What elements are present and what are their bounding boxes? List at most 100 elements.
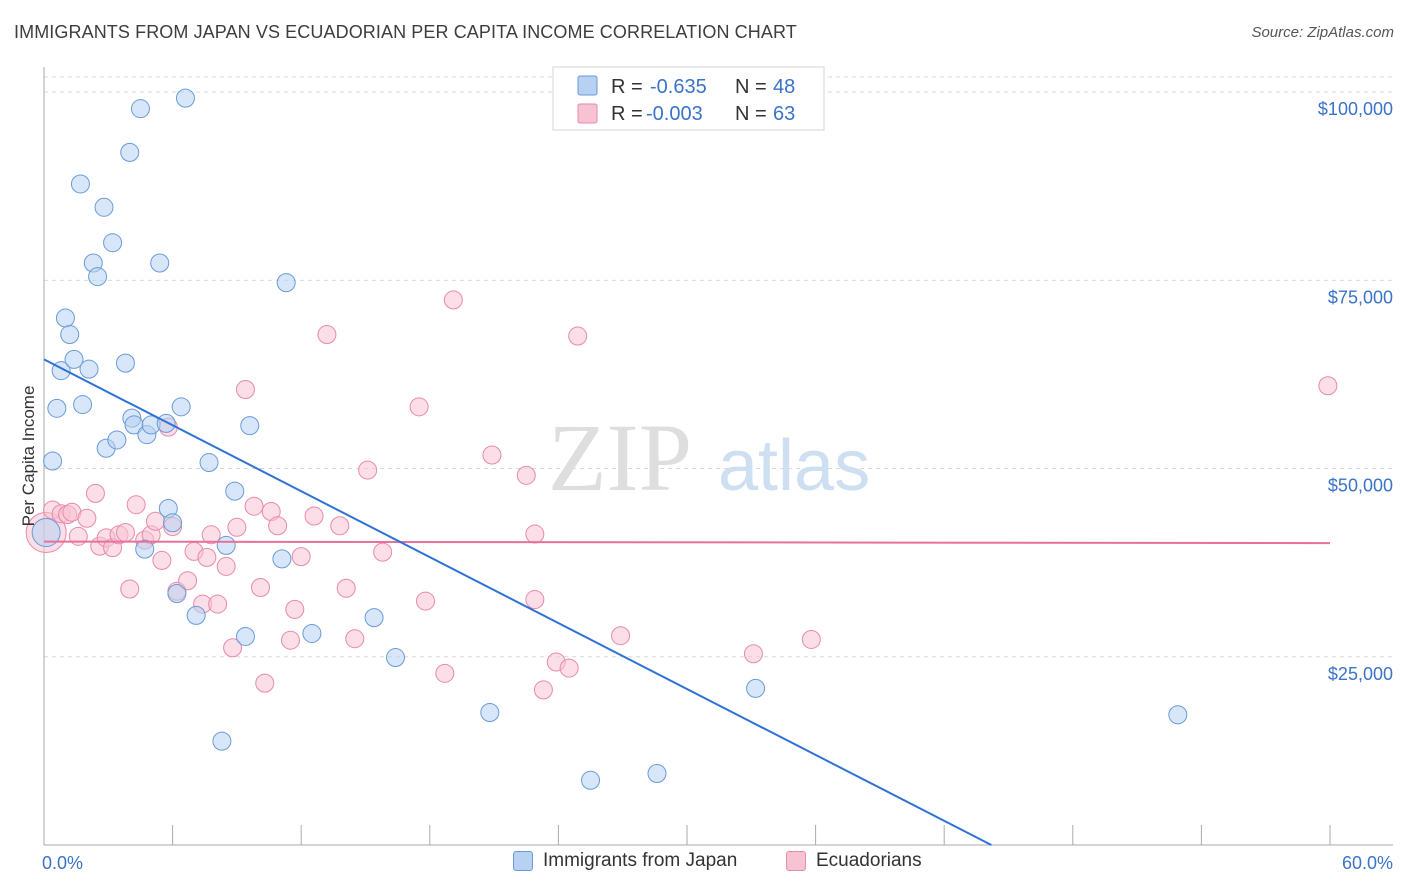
y-axis-title: Per Capita Income <box>19 386 38 527</box>
ecuadorians-point <box>197 547 217 567</box>
ecuadorians-point <box>611 626 631 646</box>
japan-point <box>276 273 296 293</box>
ecuadorians-point <box>525 524 545 544</box>
y-tick-label: $50,000 <box>1328 476 1393 496</box>
ecuadorians-trend-line <box>43 540 1331 545</box>
ecuadorians-point <box>409 397 429 417</box>
bottom-legend: Immigrants from Japan Ecuadorians <box>0 850 1406 878</box>
source-label: Source: ZipAtlas.com <box>1251 24 1394 41</box>
ecuadorians-point <box>244 496 264 516</box>
japan-point <box>216 535 236 555</box>
ecuadorians-point <box>1318 376 1338 396</box>
japan-point <box>581 770 601 790</box>
legend-n-label-2: N = <box>735 103 767 125</box>
japan-point <box>163 513 183 533</box>
ecuadorians-point <box>120 579 140 599</box>
legend-r-value-1: -0.635 <box>650 76 707 98</box>
japan-point <box>47 398 67 418</box>
legend: R = -0.635 N = 48 R = -0.003 N = 63 <box>552 66 825 131</box>
legend-n-label-1: N = <box>735 76 767 98</box>
japan-point <box>150 253 170 273</box>
japan-point <box>171 397 191 417</box>
japan-point <box>156 413 176 433</box>
ecuadorians-point <box>568 326 588 346</box>
legend-swatch-japan <box>577 75 598 96</box>
japan-point <box>43 451 63 471</box>
series-ecuadorians <box>25 290 1338 700</box>
ecuadorians-point <box>336 578 356 598</box>
japan-point <box>120 142 140 162</box>
japan-point <box>235 626 255 646</box>
ecuadorians-point <box>178 571 198 591</box>
ecuadorians-point <box>216 556 236 576</box>
japan-point <box>199 453 219 473</box>
ecuadorians-point <box>291 547 311 567</box>
ecuadorians-point <box>416 591 436 611</box>
japan-point <box>1168 705 1188 725</box>
y-tick-label: $25,000 <box>1328 664 1393 684</box>
japan-point <box>272 549 292 569</box>
chart-title: IMMIGRANTS FROM JAPAN VS ECUADORIAN PER … <box>14 22 797 42</box>
japan-point <box>130 99 150 119</box>
ecuadorians-point <box>227 517 247 537</box>
ecuadorians-point <box>115 523 135 543</box>
japan-point <box>746 678 766 698</box>
watermark-atlas: atlas <box>718 426 870 506</box>
japan-point <box>103 233 123 253</box>
ecuadorians-point <box>533 680 553 700</box>
ecuadorians-point <box>443 290 463 310</box>
japan-point <box>240 416 260 436</box>
bottom-legend-japan: Immigrants from Japan <box>513 850 737 872</box>
japan-point <box>647 763 667 783</box>
ecuadorians-point <box>482 445 502 465</box>
trend-lines <box>43 358 1331 846</box>
ecuadorians-point <box>235 380 255 400</box>
japan-point <box>70 174 90 194</box>
legend-r-label-2: R = <box>611 103 643 125</box>
japan-point <box>88 267 108 287</box>
bottom-legend-swatch-ecuadorians <box>786 851 806 871</box>
ecuadorians-point <box>373 542 393 562</box>
y-tick-label: $75,000 <box>1328 287 1393 307</box>
japan-point <box>64 349 84 369</box>
japan-trend-line <box>43 358 992 846</box>
watermark-zip: ZIP <box>548 404 692 511</box>
ecuadorians-point <box>255 673 275 693</box>
ecuadorians-point <box>559 658 579 678</box>
y-tick-labels: $25,000 $50,000 $75,000 $100,000 <box>1318 99 1393 684</box>
japan-point <box>94 197 114 217</box>
ecuadorians-point <box>801 629 821 649</box>
ecuadorians-point <box>285 599 305 619</box>
ecuadorians-point <box>250 578 270 598</box>
x-tick-label-min: 0.0% <box>42 853 83 873</box>
japan-point <box>55 308 75 328</box>
japan-point <box>167 584 187 604</box>
legend-swatch-ecuadorians <box>577 103 598 124</box>
ecuadorians-point <box>304 506 324 526</box>
japan-point <box>135 539 155 559</box>
legend-n-value-2: 63 <box>773 103 795 125</box>
ecuadorians-point <box>85 483 105 503</box>
ecuadorians-point <box>223 638 243 658</box>
y-tick-label: $100,000 <box>1318 99 1393 119</box>
bottom-legend-label-japan: Immigrants from Japan <box>543 850 738 871</box>
ecuadorians-point <box>201 525 221 545</box>
japan-point <box>31 518 61 548</box>
japan-point <box>107 430 127 450</box>
japan-point <box>386 648 406 668</box>
grid <box>44 76 1394 658</box>
ecuadorians-point <box>330 516 350 536</box>
legend-r-value-2: -0.003 <box>646 103 703 125</box>
japan-point <box>302 623 322 643</box>
japan-point <box>73 395 93 415</box>
ecuadorians-point <box>345 629 365 649</box>
ecuadorians-point <box>743 644 763 664</box>
axes <box>43 67 1393 846</box>
japan-point <box>175 88 195 108</box>
ecuadorians-point <box>317 325 337 345</box>
ecuadorians-point <box>525 590 545 610</box>
japan-point <box>364 608 384 628</box>
japan-point <box>60 325 80 345</box>
bottom-legend-swatch-japan <box>513 851 533 871</box>
